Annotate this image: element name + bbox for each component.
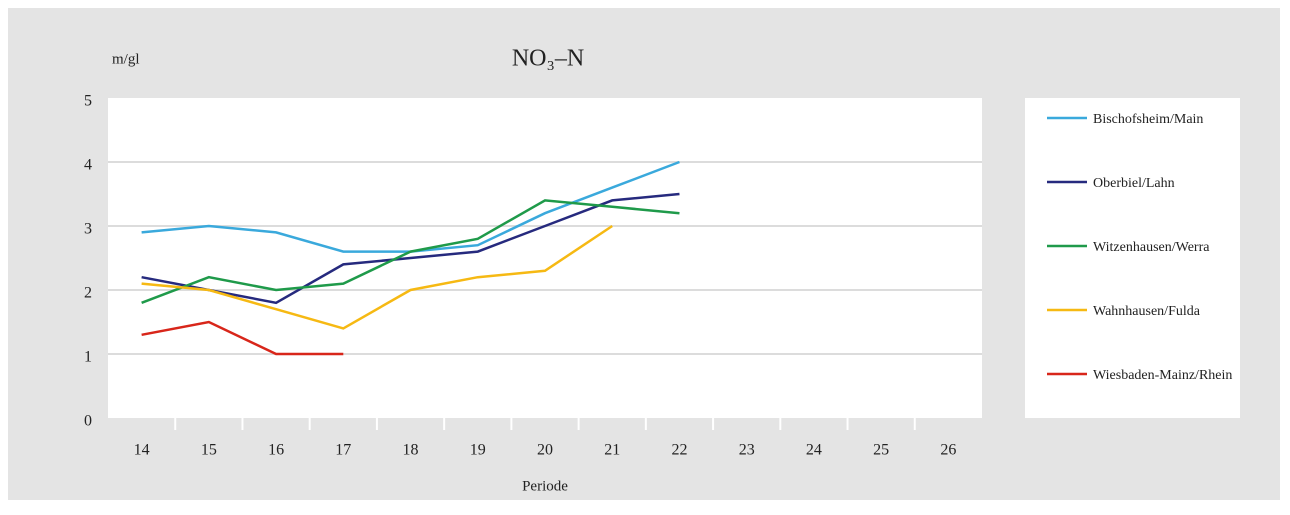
y-tick-label: 0 bbox=[84, 413, 92, 430]
series-line bbox=[141, 320, 344, 356]
legend-label: Bischofsheim/Main bbox=[1093, 112, 1203, 127]
series-line bbox=[141, 199, 680, 304]
x-tick-label: 24 bbox=[806, 442, 822, 459]
legend-label: Wiesbaden-Mainz/Rhein bbox=[1093, 368, 1232, 383]
x-tick-label: 25 bbox=[873, 442, 889, 459]
y-tick-label: 3 bbox=[84, 221, 92, 238]
x-tick-label: 14 bbox=[134, 442, 150, 459]
legend-label: Oberbiel/Lahn bbox=[1093, 176, 1175, 191]
legend-label: Witzenhausen/Werra bbox=[1093, 240, 1210, 255]
y-tick-label: 2 bbox=[84, 285, 92, 302]
x-tick-label: 23 bbox=[739, 442, 755, 459]
chart-title: NO₃–N bbox=[512, 46, 584, 72]
legend-label: Wahnhausen/Fulda bbox=[1093, 304, 1201, 319]
series-line bbox=[141, 192, 680, 305]
x-tick-label: 26 bbox=[940, 442, 956, 459]
y-tick-label: 4 bbox=[84, 157, 92, 174]
x-tick-label: 20 bbox=[537, 442, 553, 459]
plot-area bbox=[108, 98, 982, 418]
y-axis-label: m/gl bbox=[112, 51, 140, 67]
y-tick-label: 5 bbox=[84, 93, 92, 110]
x-tick-label: 22 bbox=[671, 442, 687, 459]
x-tick-label: 15 bbox=[201, 442, 217, 459]
x-tick-label: 18 bbox=[403, 442, 419, 459]
x-tick-label: 17 bbox=[335, 442, 351, 459]
y-tick-label: 1 bbox=[84, 349, 92, 366]
x-tick-label: 16 bbox=[268, 442, 284, 459]
x-tick-label: 19 bbox=[470, 442, 486, 459]
x-tick-label: 21 bbox=[604, 442, 620, 459]
legend-box bbox=[1025, 98, 1240, 418]
x-axis-label: Periode bbox=[522, 478, 568, 494]
series-line bbox=[141, 224, 613, 330]
